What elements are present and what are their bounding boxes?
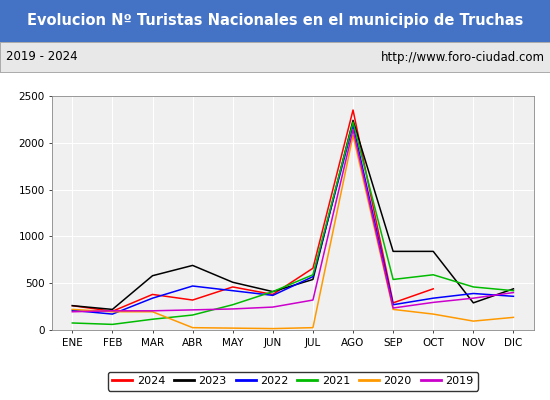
Text: Evolucion Nº Turistas Nacionales en el municipio de Truchas: Evolucion Nº Turistas Nacionales en el m… bbox=[27, 14, 523, 28]
Text: 2019 - 2024: 2019 - 2024 bbox=[6, 50, 77, 64]
Text: http://www.foro-ciudad.com: http://www.foro-ciudad.com bbox=[381, 50, 544, 64]
Legend: 2024, 2023, 2022, 2021, 2020, 2019: 2024, 2023, 2022, 2021, 2020, 2019 bbox=[108, 372, 478, 391]
